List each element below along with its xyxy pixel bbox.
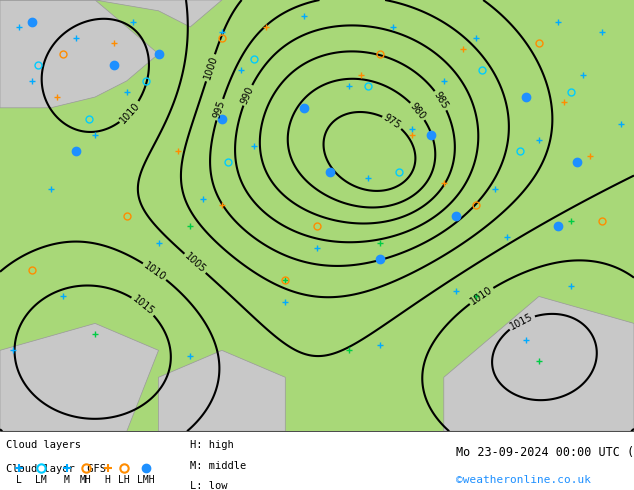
Text: MH: MH xyxy=(80,475,91,485)
Text: L: low: L: low xyxy=(190,481,228,490)
Text: ©weatheronline.co.uk: ©weatheronline.co.uk xyxy=(456,475,592,485)
Text: 1010: 1010 xyxy=(142,260,167,282)
Text: Mo 23-09-2024 00:00 UTC (00+24): Mo 23-09-2024 00:00 UTC (00+24) xyxy=(456,446,634,459)
Text: H: H xyxy=(105,475,111,485)
Text: LM: LM xyxy=(36,475,47,485)
Text: 1000: 1000 xyxy=(202,54,219,81)
Text: L: L xyxy=(16,475,22,485)
Text: 985: 985 xyxy=(432,90,450,111)
Text: Cloud layers: Cloud layers xyxy=(6,440,81,450)
Text: LH: LH xyxy=(118,475,129,485)
Text: M: middle: M: middle xyxy=(190,461,247,470)
Text: 1005: 1005 xyxy=(183,251,207,275)
Text: 990: 990 xyxy=(239,85,256,106)
Text: H: high: H: high xyxy=(190,440,234,450)
Text: M: M xyxy=(63,475,70,485)
Text: 1010: 1010 xyxy=(118,100,142,125)
Text: 995: 995 xyxy=(212,99,227,120)
Text: 1015: 1015 xyxy=(131,294,156,318)
Text: Cloud layer  GFS: Cloud layer GFS xyxy=(6,464,107,473)
Text: LMH: LMH xyxy=(137,475,155,485)
Text: 980: 980 xyxy=(408,101,427,122)
Text: 975: 975 xyxy=(382,113,403,131)
Text: 1015: 1015 xyxy=(508,312,535,332)
Text: 1010: 1010 xyxy=(469,285,495,307)
